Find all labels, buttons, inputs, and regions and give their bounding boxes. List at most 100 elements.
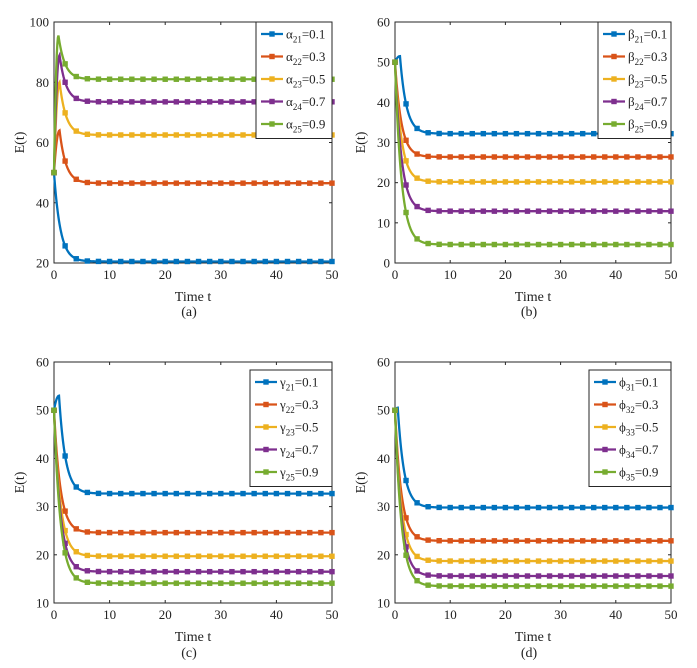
series-marker [491,154,498,160]
series-marker [318,580,324,586]
series-marker [151,529,157,536]
legend-marker [263,401,269,408]
x-tick-label: 50 [665,607,678,622]
series-marker [329,553,335,559]
series-marker [173,490,180,497]
series-marker [318,258,324,265]
series-marker [73,128,79,134]
series-marker [535,583,542,589]
x-tick-label: 50 [665,267,678,282]
series-marker [579,538,586,544]
series-marker [469,179,475,185]
series-marker [62,508,68,514]
legend-marker [269,121,275,127]
y-tick-label: 20 [377,175,390,190]
series-marker [151,99,157,105]
series-marker [425,178,431,184]
series-marker [118,490,124,497]
series-marker [73,549,79,555]
x-tick-label: 10 [444,607,457,622]
series-marker [546,538,553,544]
legend-value: =0.7 [302,94,326,109]
x-tick-label: 20 [159,607,172,622]
series-marker [218,132,224,138]
series-marker [284,490,291,497]
series-marker [657,241,663,248]
series-marker [95,132,102,138]
series-marker [173,568,180,575]
series-marker [307,553,313,559]
series-marker [502,208,509,214]
legend-marker [602,424,608,430]
series-marker [403,158,409,164]
series-2 [51,128,335,186]
series-marker [579,179,586,185]
series-marker [480,538,487,544]
series-marker [307,568,313,575]
legend-subscript: 34 [626,450,636,460]
legend-value: =0.9 [644,117,668,132]
series-marker [62,453,68,459]
series-marker [436,241,442,248]
legend-subscript: 31 [626,383,635,393]
series-marker [195,529,202,536]
series-marker [568,583,575,589]
x-tick-label: 0 [51,607,58,622]
legend-value: =0.7 [635,442,659,457]
series-marker [579,208,586,214]
series-marker [646,504,652,511]
series-4 [392,59,674,214]
series-marker [546,504,553,511]
series-marker [106,258,113,265]
series-marker [579,504,586,511]
series-marker [425,582,431,588]
series-marker [579,558,586,564]
legend-subscript: 24 [635,102,645,112]
series-marker [436,504,442,511]
series-marker [535,504,542,511]
series-marker [447,573,453,579]
series-marker [469,558,475,564]
series-marker [579,154,586,160]
series-marker [458,208,464,214]
series-marker [502,241,509,248]
legend-entry-label: α22=0.3 [286,49,325,67]
series-marker [425,240,431,247]
series-marker [458,130,464,137]
series-marker [173,132,180,138]
series-marker [535,538,542,544]
legend-marker [611,121,617,127]
series-marker [546,583,553,589]
legend-marker [269,76,275,82]
series-marker [458,558,464,564]
series-marker [262,258,268,265]
series-marker [624,573,630,579]
series-marker [206,529,213,536]
series-marker [414,534,420,540]
series-marker [262,529,268,536]
series-marker [195,180,202,186]
series-marker [524,558,531,564]
series-marker [414,151,420,157]
legend-subscript: 21 [286,383,295,393]
x-tick-label: 40 [609,607,622,622]
legend-symbol: ϕ [619,442,626,457]
series-marker [229,580,235,586]
series-marker [62,527,68,534]
y-tick-label: 40 [377,451,390,466]
legend-symbol: β [628,27,635,42]
series-marker [295,529,302,536]
x-axis-label: Time t [175,290,212,305]
series-marker [502,154,509,160]
series-marker [184,132,191,138]
series-marker [118,529,124,536]
series-3 [392,407,674,564]
legend-symbol: β [628,94,635,109]
x-tick-label: 40 [270,607,283,622]
series-marker [491,130,498,137]
series-marker [568,241,575,248]
series-marker [95,258,102,265]
